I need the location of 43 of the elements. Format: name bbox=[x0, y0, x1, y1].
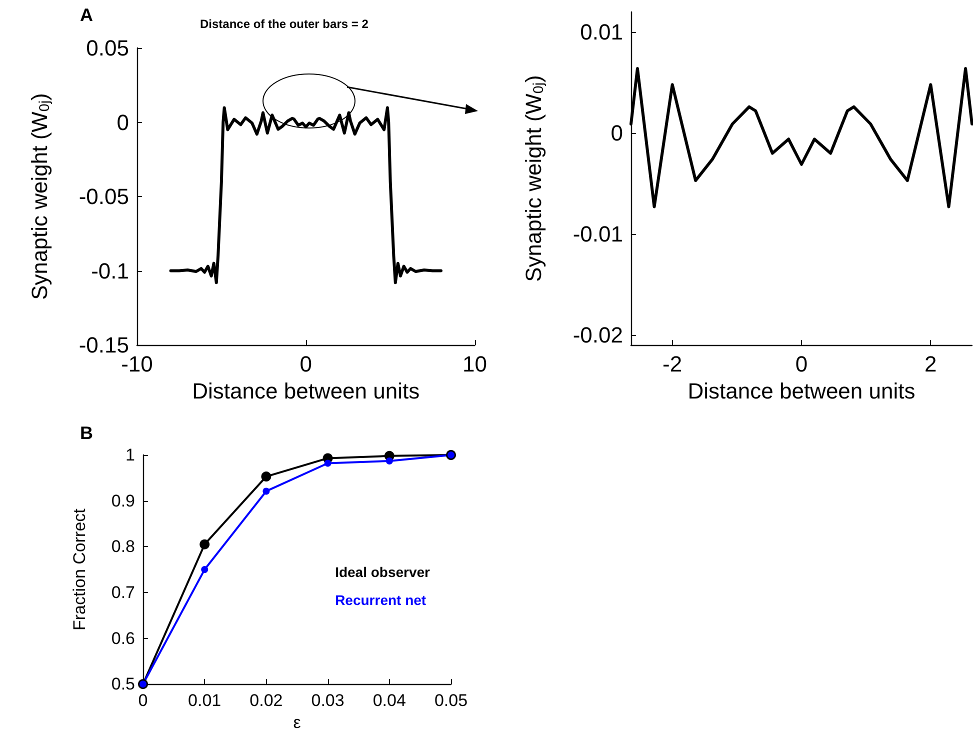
x-axis-title: Distance between units bbox=[688, 378, 916, 404]
point bbox=[201, 566, 208, 574]
x-tick-label: 0.03 bbox=[311, 691, 344, 710]
x-tick-label: 0.04 bbox=[372, 691, 406, 710]
x-axis-title: ε bbox=[293, 713, 302, 732]
y-axis-title: Fraction Correct bbox=[70, 508, 89, 630]
y-tick-label: 0 bbox=[116, 110, 129, 135]
x-tick-label: 0 bbox=[300, 352, 312, 376]
y-tick-label: 0.7 bbox=[111, 582, 135, 602]
x-tick-label: 0.02 bbox=[250, 691, 283, 710]
text: Recurrent net bbox=[335, 592, 426, 608]
y-tick-label: 0.5 bbox=[111, 674, 135, 694]
x-axis-title: Distance between units bbox=[192, 378, 420, 404]
point bbox=[200, 539, 210, 550]
y-tick-label: 0.6 bbox=[111, 628, 135, 648]
y-tick-label: 0 bbox=[610, 120, 623, 146]
x-tick-label: 0 bbox=[795, 352, 808, 376]
text: B bbox=[80, 423, 93, 443]
text: A bbox=[80, 5, 93, 25]
point bbox=[262, 488, 270, 495]
y-tick-label: -0.05 bbox=[78, 184, 129, 209]
y-tick-label: -0.01 bbox=[572, 222, 623, 246]
y-tick-label: 0.9 bbox=[111, 491, 135, 510]
x-tick-label: 0.01 bbox=[188, 691, 222, 710]
x-tick-label: 2 bbox=[924, 352, 937, 376]
point bbox=[261, 472, 272, 482]
x-tick-label: 0.05 bbox=[434, 691, 468, 710]
x-tick-label: -2 bbox=[662, 352, 682, 376]
point bbox=[324, 460, 332, 467]
y-tick-label: 1 bbox=[126, 446, 135, 464]
point bbox=[386, 457, 393, 464]
line-series bbox=[169, 106, 442, 284]
y-tick-label: 0.01 bbox=[580, 20, 623, 45]
y-tick-label: -0.1 bbox=[91, 258, 129, 284]
y-tick-label: 0.05 bbox=[86, 36, 129, 60]
y-axis-title: Synaptic weight (W0j) bbox=[521, 75, 547, 282]
y-tick-label: 0.8 bbox=[111, 537, 135, 556]
y-tick-label: -0.02 bbox=[572, 322, 623, 348]
y-axis-title: Synaptic weight (W0j) bbox=[27, 93, 53, 300]
text: Ideal observer bbox=[335, 564, 431, 580]
x-tick-label: 10 bbox=[462, 352, 488, 376]
text: Distance of the outer bars = 2 bbox=[200, 17, 369, 31]
x-tick-label: 0 bbox=[138, 691, 148, 710]
